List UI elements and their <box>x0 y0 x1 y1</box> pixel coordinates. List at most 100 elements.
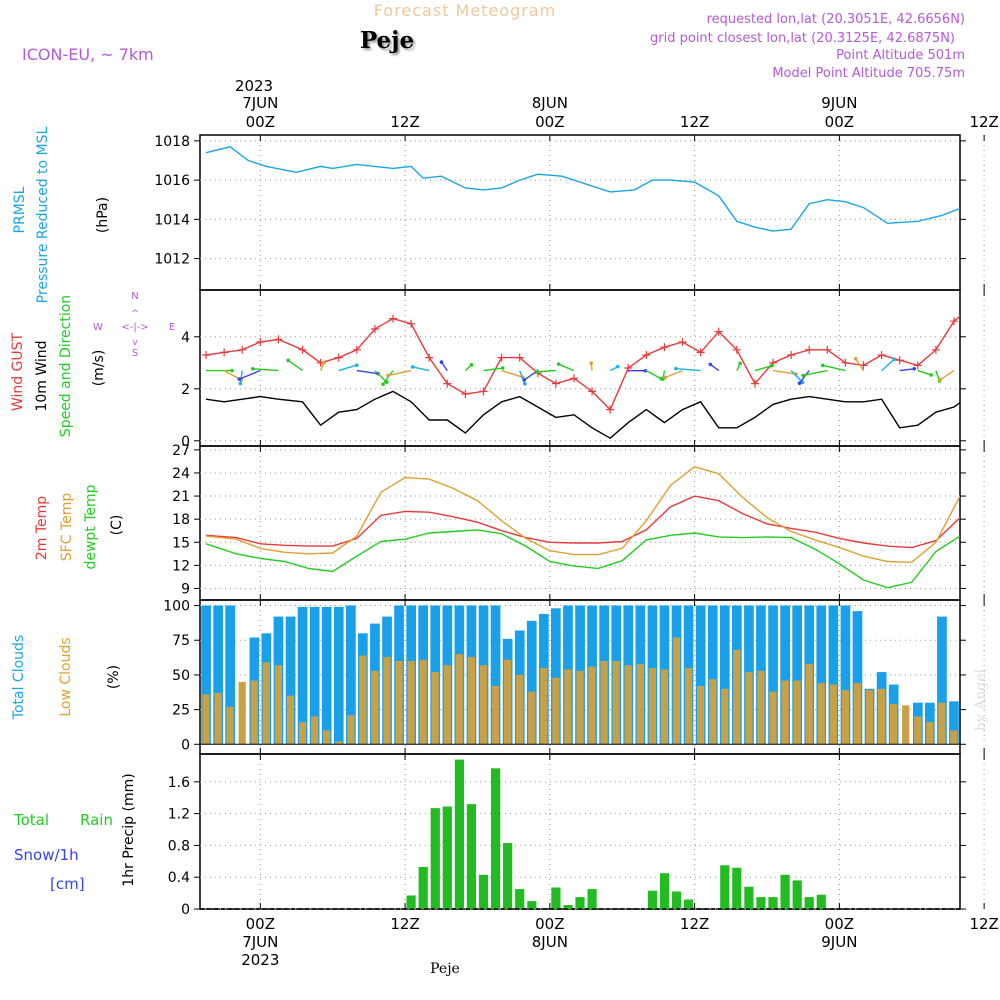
wind-frame <box>199 289 961 447</box>
low-cloud-bar <box>612 661 620 745</box>
gust-marker <box>642 351 651 359</box>
bottom-hour-label: 12Z <box>390 915 419 933</box>
low-cloud-bar <box>672 637 681 745</box>
temp-label-3: dewpt Temp <box>83 484 99 569</box>
low-cloud-bar <box>540 668 548 745</box>
wind-arrow-head <box>938 377 942 382</box>
temp-panel: 9 12 15 18 21 24 27 <box>172 443 985 601</box>
wind-arrow-head <box>501 366 505 370</box>
top-hour-label: 12Z <box>680 113 709 131</box>
pressure-ytick-label: 1014 <box>154 212 190 228</box>
precip-bar <box>780 874 790 909</box>
gust-marker <box>389 314 398 323</box>
top-date-label: 8JUN <box>532 94 568 112</box>
gust-marker <box>202 351 211 359</box>
precip-bar <box>659 873 670 909</box>
gust-marker <box>913 361 922 370</box>
gust-marker <box>588 387 597 396</box>
wind-arrow-head <box>556 362 561 366</box>
gust-marker <box>370 325 379 333</box>
total-cloud-bar <box>213 605 223 745</box>
wind-direction-arrow <box>287 359 303 372</box>
total-cloud-bar <box>949 701 959 745</box>
wind-direction-arrow <box>675 367 701 372</box>
total-cloud-bar <box>333 606 344 745</box>
wind-arrow-head <box>616 364 620 369</box>
total-cloud-bar <box>695 605 706 745</box>
wind-direction-arrow <box>855 358 865 371</box>
precip-bar <box>744 886 754 909</box>
temp-label-1: 2m Temp <box>34 496 50 560</box>
low-cloud-bar <box>841 690 849 745</box>
wind-direction-arrow <box>412 366 430 372</box>
wind-direction-arrow <box>899 368 915 372</box>
gust-marker <box>678 338 687 346</box>
low-cloud-bar <box>697 686 705 745</box>
clouds-label-1: Total Clouds <box>11 635 27 720</box>
top-hour-label: 12Z <box>969 113 998 131</box>
wind-arrow-head <box>820 363 825 368</box>
wind-arrow-head <box>535 369 539 374</box>
gust-marker <box>732 345 741 354</box>
wind-direction-arrow <box>917 369 932 376</box>
total-cloud-bar <box>309 606 320 745</box>
temp-label-2: SFC Temp <box>59 493 75 562</box>
gust-marker <box>334 353 343 362</box>
precip-bar <box>732 867 742 909</box>
low-cloud-bar <box>865 690 874 745</box>
precip-label-rain: Rain <box>80 811 113 829</box>
precip-bar <box>563 905 573 909</box>
wind-direction-arrow <box>798 370 810 384</box>
wind-arrow-head <box>286 358 291 363</box>
precip-ytick-label: 1.2 <box>168 807 190 823</box>
low-cloud-bar <box>407 661 415 745</box>
product-title: Forecast Meteogram <box>374 1 556 20</box>
pressure-panel: 1012 1014 1016 1018 <box>154 134 985 291</box>
gust-marker <box>949 317 958 326</box>
wind-arrow-head <box>589 361 594 365</box>
total-cloud-bar <box>828 605 839 745</box>
total-cloud-bar <box>816 605 827 745</box>
precip-label-snow: Snow/1h <box>14 846 79 864</box>
pressure-ytick-label: 1012 <box>154 252 190 268</box>
bottom-hour-label: 00Z <box>246 915 275 933</box>
wind-arrow-head <box>674 366 678 371</box>
footer-location: Peje <box>430 961 460 977</box>
clouds-ytick-label: 25 <box>172 703 190 719</box>
low-cloud-bar <box>793 680 801 745</box>
gust-marker <box>696 348 705 357</box>
low-cloud-bar <box>467 656 475 745</box>
precip-unit: 1hr Precip (mm) <box>121 773 137 886</box>
wind-direction-arrow <box>822 364 846 372</box>
wind-direction-arrow <box>374 370 388 383</box>
precip-ytick-label: 0.8 <box>168 838 190 854</box>
gust-line <box>205 315 960 411</box>
bottom-hour-label: 00Z <box>825 915 854 933</box>
low-cloud-bar <box>371 670 379 745</box>
low-cloud-bar <box>950 730 958 745</box>
closest-coords: grid point closest lon,lat (20.3125E, 42… <box>650 31 955 46</box>
gust-marker <box>479 387 488 396</box>
wind-direction-arrow <box>239 369 261 380</box>
temp-ytick-label: 18 <box>172 512 190 528</box>
wind-arrow-head <box>892 357 896 362</box>
compass-n: N <box>131 291 138 302</box>
pressure-ytick-label: 1018 <box>154 134 190 150</box>
wind-arrow-head <box>769 364 774 368</box>
temp-ytick-label: 9 <box>181 581 190 597</box>
low-cloud-bar <box>685 668 693 745</box>
gust-marker <box>461 390 470 398</box>
wind-direction-arrow <box>501 369 523 378</box>
pressure-frame <box>199 134 961 291</box>
wind-arrow-head <box>708 362 713 367</box>
low-cloud-bar <box>262 662 270 745</box>
gust-marker <box>551 379 560 388</box>
gust-marker <box>569 374 578 383</box>
low-cloud-bar <box>914 716 922 745</box>
low-cloud-bar <box>359 655 367 745</box>
precip-ytick-label: 0 <box>181 902 190 918</box>
gust-marker <box>714 327 723 336</box>
wind-direction-arrow <box>536 369 556 373</box>
total-cloud-bar <box>719 605 730 745</box>
clouds-label-2: Low Clouds <box>58 637 74 716</box>
